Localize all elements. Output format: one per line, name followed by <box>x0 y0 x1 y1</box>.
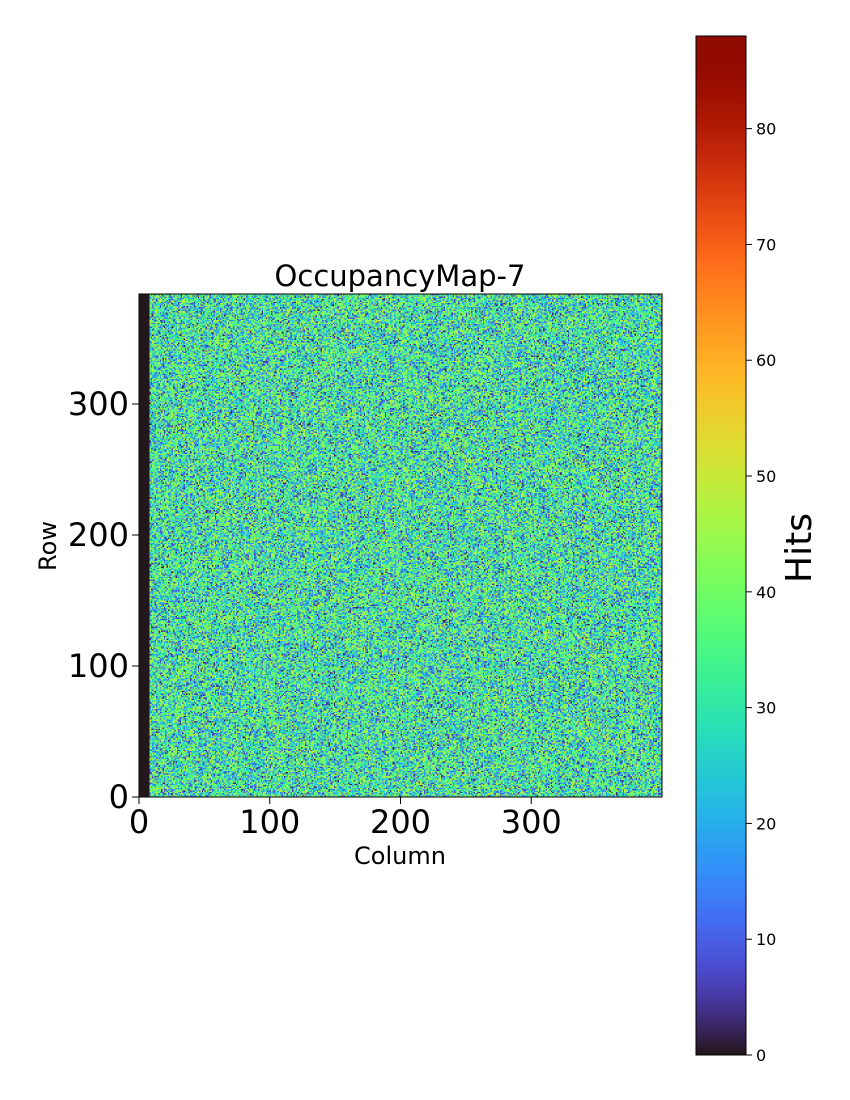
x-tick-label: 0 <box>129 803 149 841</box>
x-axis-label: Column <box>354 842 446 870</box>
colorbar-tick-label: 10 <box>756 930 776 949</box>
colorbar-tick-label: 50 <box>756 467 776 486</box>
chart-title: OccupancyMap-7 <box>275 259 526 293</box>
x-axis: 0 100 200 300 <box>129 797 562 841</box>
y-axis-label: Row <box>34 521 62 571</box>
colorbar-tick-label: 0 <box>756 1046 766 1065</box>
colorbar-tick-label: 60 <box>756 351 776 370</box>
colorbar-tick-label: 40 <box>756 583 776 602</box>
colorbar-tick-label: 80 <box>756 120 776 139</box>
y-tick-label: 300 <box>68 385 129 423</box>
y-tick-label: 0 <box>109 778 129 816</box>
colorbar-tick-label: 70 <box>756 235 776 254</box>
x-tick-label: 100 <box>239 803 300 841</box>
y-tick-label: 100 <box>68 647 129 685</box>
colorbar-axis: 0 10 20 30 40 50 60 70 80 <box>746 120 776 1065</box>
x-tick-label: 200 <box>370 803 431 841</box>
colorbar-tick-label: 20 <box>756 814 776 833</box>
y-axis: 0 100 200 300 <box>68 385 139 816</box>
colorbar-frame <box>695 35 747 1056</box>
colorbar-tick-label: 30 <box>756 699 776 718</box>
colorbar-gradient <box>696 36 746 1055</box>
heatmap-image <box>139 294 662 797</box>
plot-frame <box>138 293 663 798</box>
y-tick-label: 200 <box>68 516 129 554</box>
x-tick-label: 300 <box>501 803 562 841</box>
colorbar-label: Hits <box>779 513 820 583</box>
